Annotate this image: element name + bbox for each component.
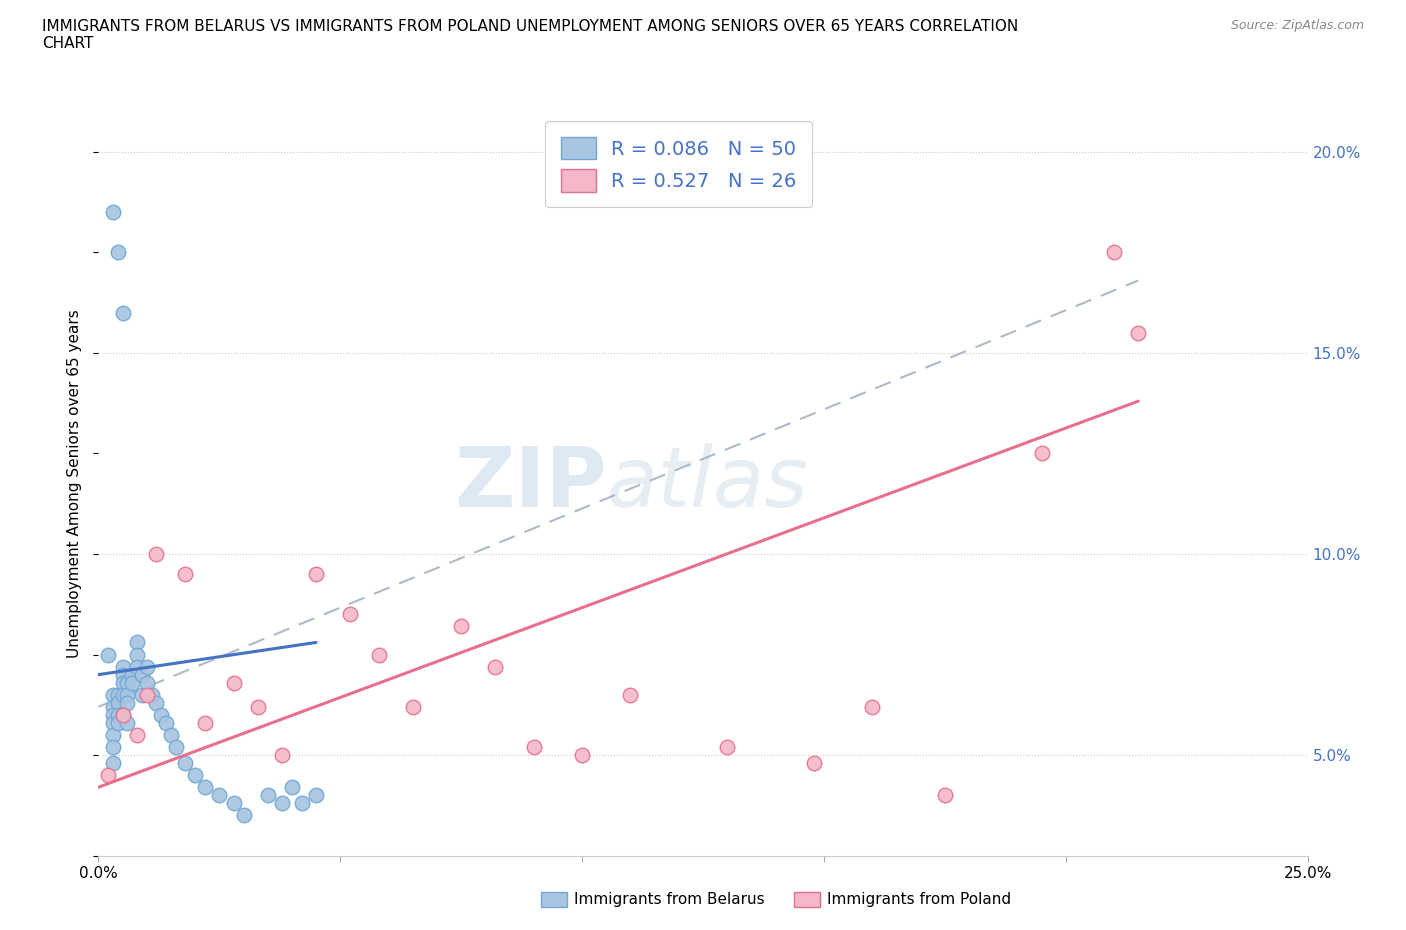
Point — [135, 659, 157, 674]
Point — [194, 779, 217, 794]
Point — [305, 566, 328, 581]
Point — [271, 748, 294, 763]
Point — [101, 739, 124, 754]
Point — [131, 687, 153, 702]
Point — [1031, 446, 1053, 461]
Point — [101, 727, 124, 742]
Point — [368, 647, 391, 662]
Point — [107, 708, 129, 723]
Point — [619, 687, 641, 702]
Legend: R = 0.086   N = 50, R = 0.527   N = 26: R = 0.086 N = 50, R = 0.527 N = 26 — [546, 121, 813, 207]
Point — [523, 739, 546, 754]
Point — [117, 675, 139, 690]
Point — [232, 808, 254, 823]
Point — [450, 619, 472, 634]
Point — [145, 696, 167, 711]
Point — [165, 739, 187, 754]
Point — [135, 675, 157, 690]
Point — [107, 715, 129, 730]
Point — [111, 305, 134, 320]
Point — [117, 687, 139, 702]
Point — [208, 788, 231, 803]
Point — [101, 687, 124, 702]
Point — [117, 696, 139, 711]
Point — [111, 675, 134, 690]
Point — [247, 699, 270, 714]
Point — [101, 756, 124, 771]
Point — [127, 635, 149, 650]
Point — [290, 796, 312, 811]
Point — [141, 687, 163, 702]
Point — [111, 659, 134, 674]
Point — [174, 756, 197, 771]
Point — [121, 667, 143, 682]
Point — [402, 699, 425, 714]
Point — [860, 699, 883, 714]
Point — [1128, 326, 1150, 340]
Point — [111, 708, 134, 723]
Point — [484, 659, 506, 674]
Point — [101, 715, 124, 730]
Point — [107, 245, 129, 259]
Text: Immigrants from Belarus: Immigrants from Belarus — [574, 892, 765, 907]
Point — [305, 788, 328, 803]
Point — [194, 715, 217, 730]
Point — [160, 727, 183, 742]
Point — [934, 788, 956, 803]
Point — [222, 675, 245, 690]
Point — [222, 796, 245, 811]
Point — [101, 708, 124, 723]
Point — [716, 739, 738, 754]
Point — [107, 696, 129, 711]
Point — [127, 647, 149, 662]
Point — [97, 768, 120, 783]
Text: Immigrants from Poland: Immigrants from Poland — [827, 892, 1011, 907]
Point — [131, 667, 153, 682]
Point — [1102, 245, 1125, 259]
Point — [174, 566, 197, 581]
Text: Source: ZipAtlas.com: Source: ZipAtlas.com — [1230, 19, 1364, 32]
Point — [271, 796, 294, 811]
Point — [281, 779, 304, 794]
Text: ZIP: ZIP — [454, 443, 606, 525]
Point — [121, 675, 143, 690]
Point — [101, 205, 124, 219]
Point — [571, 748, 593, 763]
Point — [127, 727, 149, 742]
Point — [101, 699, 124, 714]
Point — [145, 547, 167, 562]
Point — [339, 607, 361, 622]
Text: IMMIGRANTS FROM BELARUS VS IMMIGRANTS FROM POLAND UNEMPLOYMENT AMONG SENIORS OVE: IMMIGRANTS FROM BELARUS VS IMMIGRANTS FR… — [42, 19, 1018, 51]
Point — [256, 788, 278, 803]
Y-axis label: Unemployment Among Seniors over 65 years: Unemployment Among Seniors over 65 years — [67, 309, 83, 658]
Point — [127, 659, 149, 674]
Point — [135, 687, 157, 702]
Point — [111, 687, 134, 702]
Point — [107, 687, 129, 702]
Point — [111, 708, 134, 723]
Point — [803, 756, 825, 771]
Point — [155, 715, 177, 730]
Point — [184, 768, 207, 783]
Point — [117, 715, 139, 730]
Point — [111, 667, 134, 682]
Point — [97, 647, 120, 662]
Text: atlas: atlas — [606, 443, 808, 525]
Point — [150, 708, 173, 723]
